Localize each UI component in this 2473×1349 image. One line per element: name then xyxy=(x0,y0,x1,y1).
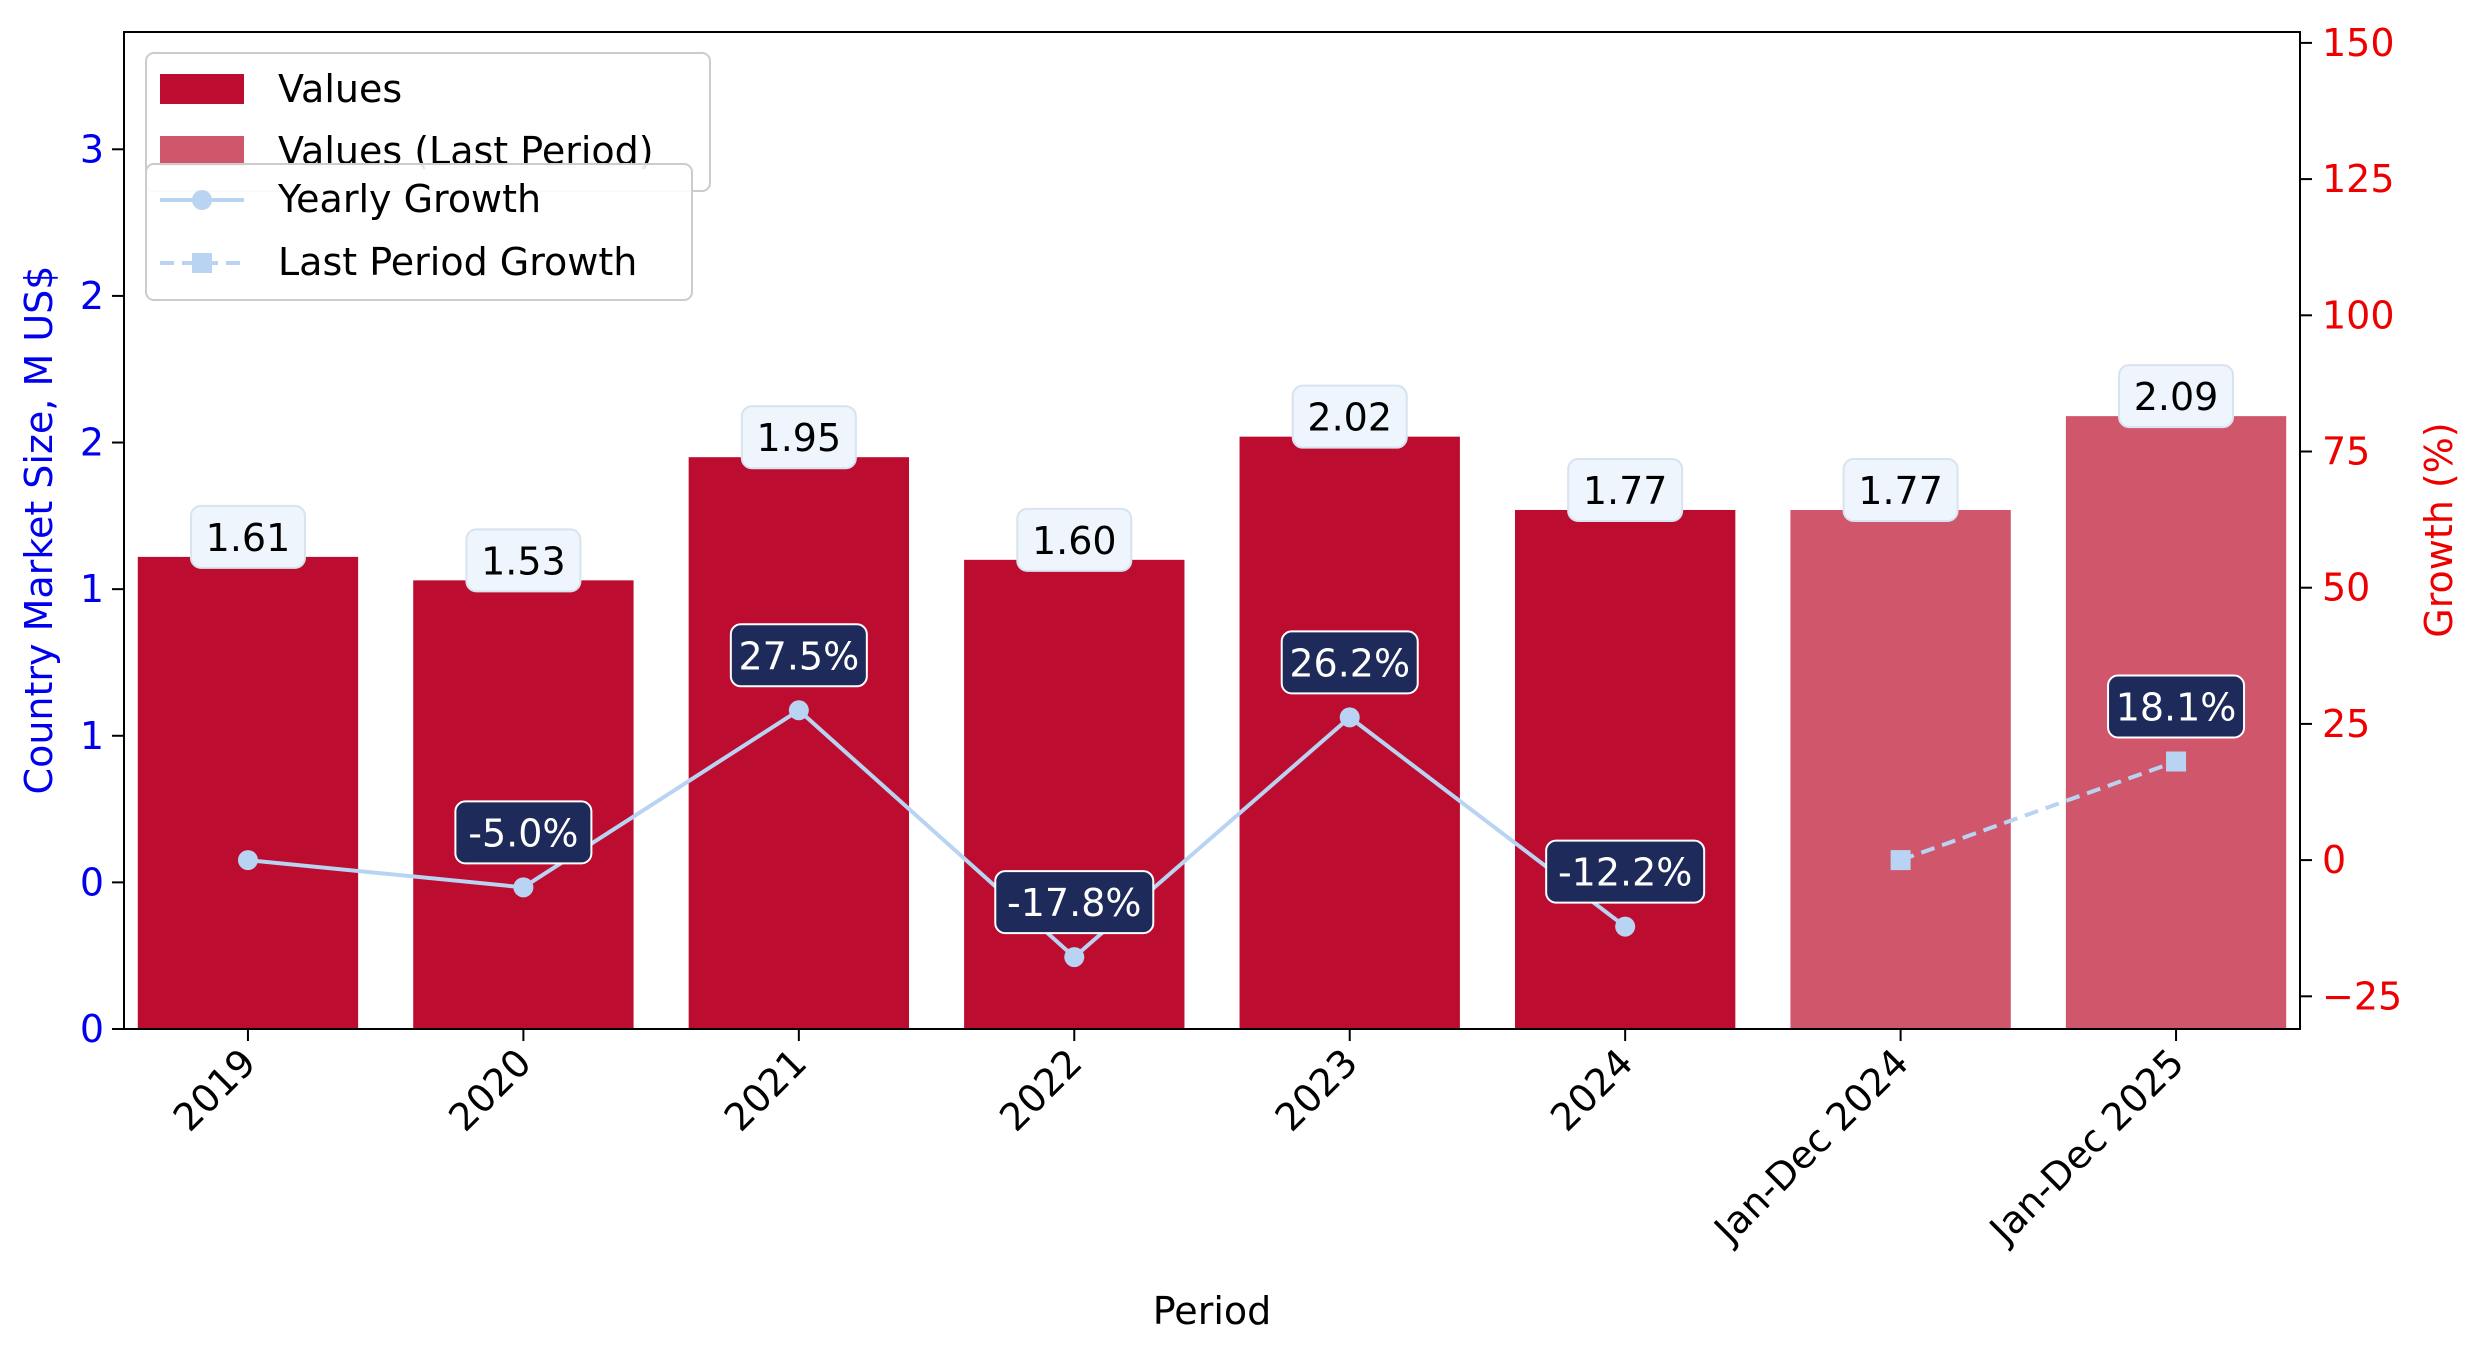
growth-label-3-text: -17.8% xyxy=(1007,881,1141,925)
bar-value-label-4-text: 2.02 xyxy=(1307,396,1392,440)
bar-2024 xyxy=(1514,509,1736,1030)
growth-label-7-box xyxy=(2107,674,2246,739)
bar-2021 xyxy=(688,457,910,1029)
growth-point-7 xyxy=(2166,751,2187,772)
bar-value-label-7: 2.09 xyxy=(2118,364,2235,429)
growth-point-0 xyxy=(237,850,258,871)
y2-tick-label-5: 100 xyxy=(2322,293,2395,337)
bar-value-label-6: 1.77 xyxy=(1842,457,1959,522)
growth-label-2: 27.5% xyxy=(729,623,868,688)
growth-label-7: 18.1% xyxy=(2107,674,2246,739)
bar-value-label-0-box xyxy=(189,504,306,569)
bar-value-label-2-text: 1.95 xyxy=(757,416,842,460)
x-tick-label-6: Jan-Dec 2024 xyxy=(1704,1040,1917,1253)
growth-label-5-box xyxy=(1545,839,1706,904)
bar-value-label-2: 1.95 xyxy=(740,405,857,470)
growth-point-5 xyxy=(1615,916,1636,937)
legend-label-growth-1: Last Period Growth xyxy=(278,240,637,284)
y-tick-label-3: 1 xyxy=(80,567,104,611)
x-axis-title: Period xyxy=(1153,1289,1272,1333)
legend-marker-1 xyxy=(192,253,212,273)
growth-label-1-text: -5.0% xyxy=(468,811,578,855)
legend-swatch-1 xyxy=(160,136,244,166)
growth-label-5-text: -12.2% xyxy=(1558,851,1692,895)
growth-label-5: -12.2% xyxy=(1545,839,1706,904)
bar-value-label-0: 1.61 xyxy=(189,504,306,569)
bar-value-label-4-box xyxy=(1291,384,1408,449)
growth-point-4 xyxy=(1339,707,1360,728)
bar-value-label-4: 2.02 xyxy=(1291,384,1408,449)
y2-tick-label-3: 50 xyxy=(2322,566,2370,610)
growth-label-1: -5.0% xyxy=(454,800,593,865)
growth-label-2-text: 27.5% xyxy=(738,634,859,678)
growth-label-3-box xyxy=(994,870,1155,935)
growth-point-6 xyxy=(1890,850,1911,871)
bar-value-label-1-text: 1.53 xyxy=(481,539,566,583)
y-tick-label-1: 0 xyxy=(80,860,104,904)
growth-label-2-box xyxy=(729,623,868,688)
bar-value-label-0-text: 1.61 xyxy=(206,516,291,560)
y2-tick-label-7: 150 xyxy=(2322,21,2395,65)
y2-tick-label-6: 125 xyxy=(2322,157,2395,201)
growth-label-3: -17.8% xyxy=(994,870,1155,935)
y2-tick-label-2: 25 xyxy=(2322,702,2370,746)
growth-label-1-box xyxy=(454,800,593,865)
growth-label-4: 26.2% xyxy=(1280,630,1419,695)
y-axis-title: Country Market Size, M US$ xyxy=(17,266,61,795)
x-tick-label-3: 2022 xyxy=(991,1040,1091,1140)
growth-point-3 xyxy=(1064,947,1085,968)
x-tick-label-4: 2023 xyxy=(1267,1040,1367,1140)
bar-value-label-5: 1.77 xyxy=(1567,457,1684,522)
y2-tick-label-1: 0 xyxy=(2322,838,2346,882)
y-tick-label-0: 0 xyxy=(80,1007,104,1051)
bar-2023 xyxy=(1239,436,1460,1030)
y-tick-label-6: 3 xyxy=(80,127,104,171)
y-tick-label-5: 2 xyxy=(80,274,104,318)
y2-axis-title: Growth (%) xyxy=(2417,422,2461,637)
growth-line-1 xyxy=(1899,759,2177,862)
growth-label-4-text: 26.2% xyxy=(1289,641,1410,685)
bar-value-label-5-text: 1.77 xyxy=(1583,469,1668,513)
bars-layer xyxy=(137,416,2287,1030)
bar-value-label-7-text: 2.09 xyxy=(2134,375,2219,419)
x-tick-label-0: 2019 xyxy=(165,1040,265,1140)
bar-value-label-3-text: 1.60 xyxy=(1032,519,1117,563)
growth-point-2 xyxy=(788,700,809,721)
plot-frame xyxy=(123,31,2301,1030)
legend-box-growth xyxy=(145,163,693,301)
growth-line-0 xyxy=(247,707,1627,960)
x-tick-label-5: 2024 xyxy=(1542,1040,1642,1140)
growth-label-4-box xyxy=(1280,630,1419,695)
bar-value-label-2-box xyxy=(740,405,857,470)
legend-swatch-0 xyxy=(160,74,244,104)
growth-point-1 xyxy=(513,877,534,898)
bar-jan-dec-2024 xyxy=(1790,509,2011,1030)
legend-label-growth-0: Yearly Growth xyxy=(277,177,541,221)
legend-marker-0 xyxy=(192,190,212,210)
bar-value-label-6-text: 1.77 xyxy=(1858,469,1943,513)
bar-value-label-3-box xyxy=(1016,507,1133,572)
y-tick-label-2: 1 xyxy=(80,714,104,758)
bar-2019 xyxy=(137,556,359,1029)
data-labels-layer: 1.61 1.53 1.95 1.60 2.02 1.77 1.77 2.09 -5.0% 27.… xyxy=(189,364,2246,935)
x-tick-label-1: 2020 xyxy=(440,1040,540,1140)
growth-label-7-text: 18.1% xyxy=(2116,685,2237,729)
bar-value-label-3: 1.60 xyxy=(1016,507,1133,572)
bar-value-label-1: 1.53 xyxy=(465,528,582,593)
y-tick-label-4: 2 xyxy=(80,421,104,465)
y2-tick-label-4: 75 xyxy=(2322,430,2370,474)
bar-value-label-7-box xyxy=(2118,364,2235,429)
y2-tick-label-0: −25 xyxy=(2322,974,2402,1018)
legend-label-0: Values xyxy=(278,67,402,111)
x-tick-label-7: Jan-Dec 2025 xyxy=(1980,1040,2193,1253)
growth-lines-layer xyxy=(237,700,2187,968)
bar-value-label-1-box xyxy=(465,528,582,593)
bar-value-label-5-box xyxy=(1567,457,1684,522)
x-tick-label-2: 2021 xyxy=(716,1040,816,1140)
bar-value-label-6-box xyxy=(1842,457,1959,522)
